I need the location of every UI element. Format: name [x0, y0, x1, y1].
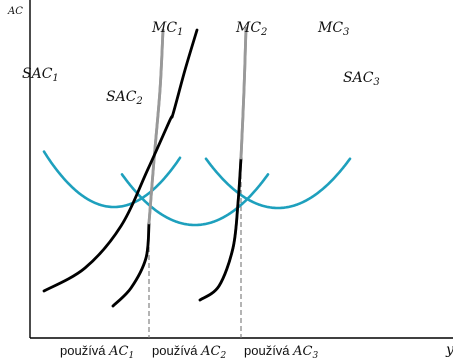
mc3-curve [42, 28, 199, 293]
sac3-label: SAC3 [343, 70, 380, 88]
mc1-label: MC1 [151, 20, 183, 38]
mc2-label: MC2 [235, 20, 267, 38]
sac2-curve [120, 173, 270, 227]
mc2-curve-upper-gray [239, 26, 248, 160]
sac2-label: SAC2 [106, 89, 143, 107]
x-axis-label: y [445, 342, 453, 358]
mc1-curve-upper-gray [147, 28, 165, 225]
mc3-label: MC3 [317, 20, 349, 38]
sac3-curve [204, 157, 352, 210]
x-tick-label-3: používá AC3 [244, 343, 319, 358]
x-tick-label-1: používá AC1 [60, 343, 134, 358]
mc1-curve [111, 221, 151, 308]
sac1-curve [42, 150, 182, 209]
x-tick-label-2: používá AC2 [152, 343, 227, 358]
sac1-label: SAC1 [22, 66, 59, 84]
y-axis-label: AC [7, 6, 23, 17]
mc2-curve [198, 156, 243, 302]
